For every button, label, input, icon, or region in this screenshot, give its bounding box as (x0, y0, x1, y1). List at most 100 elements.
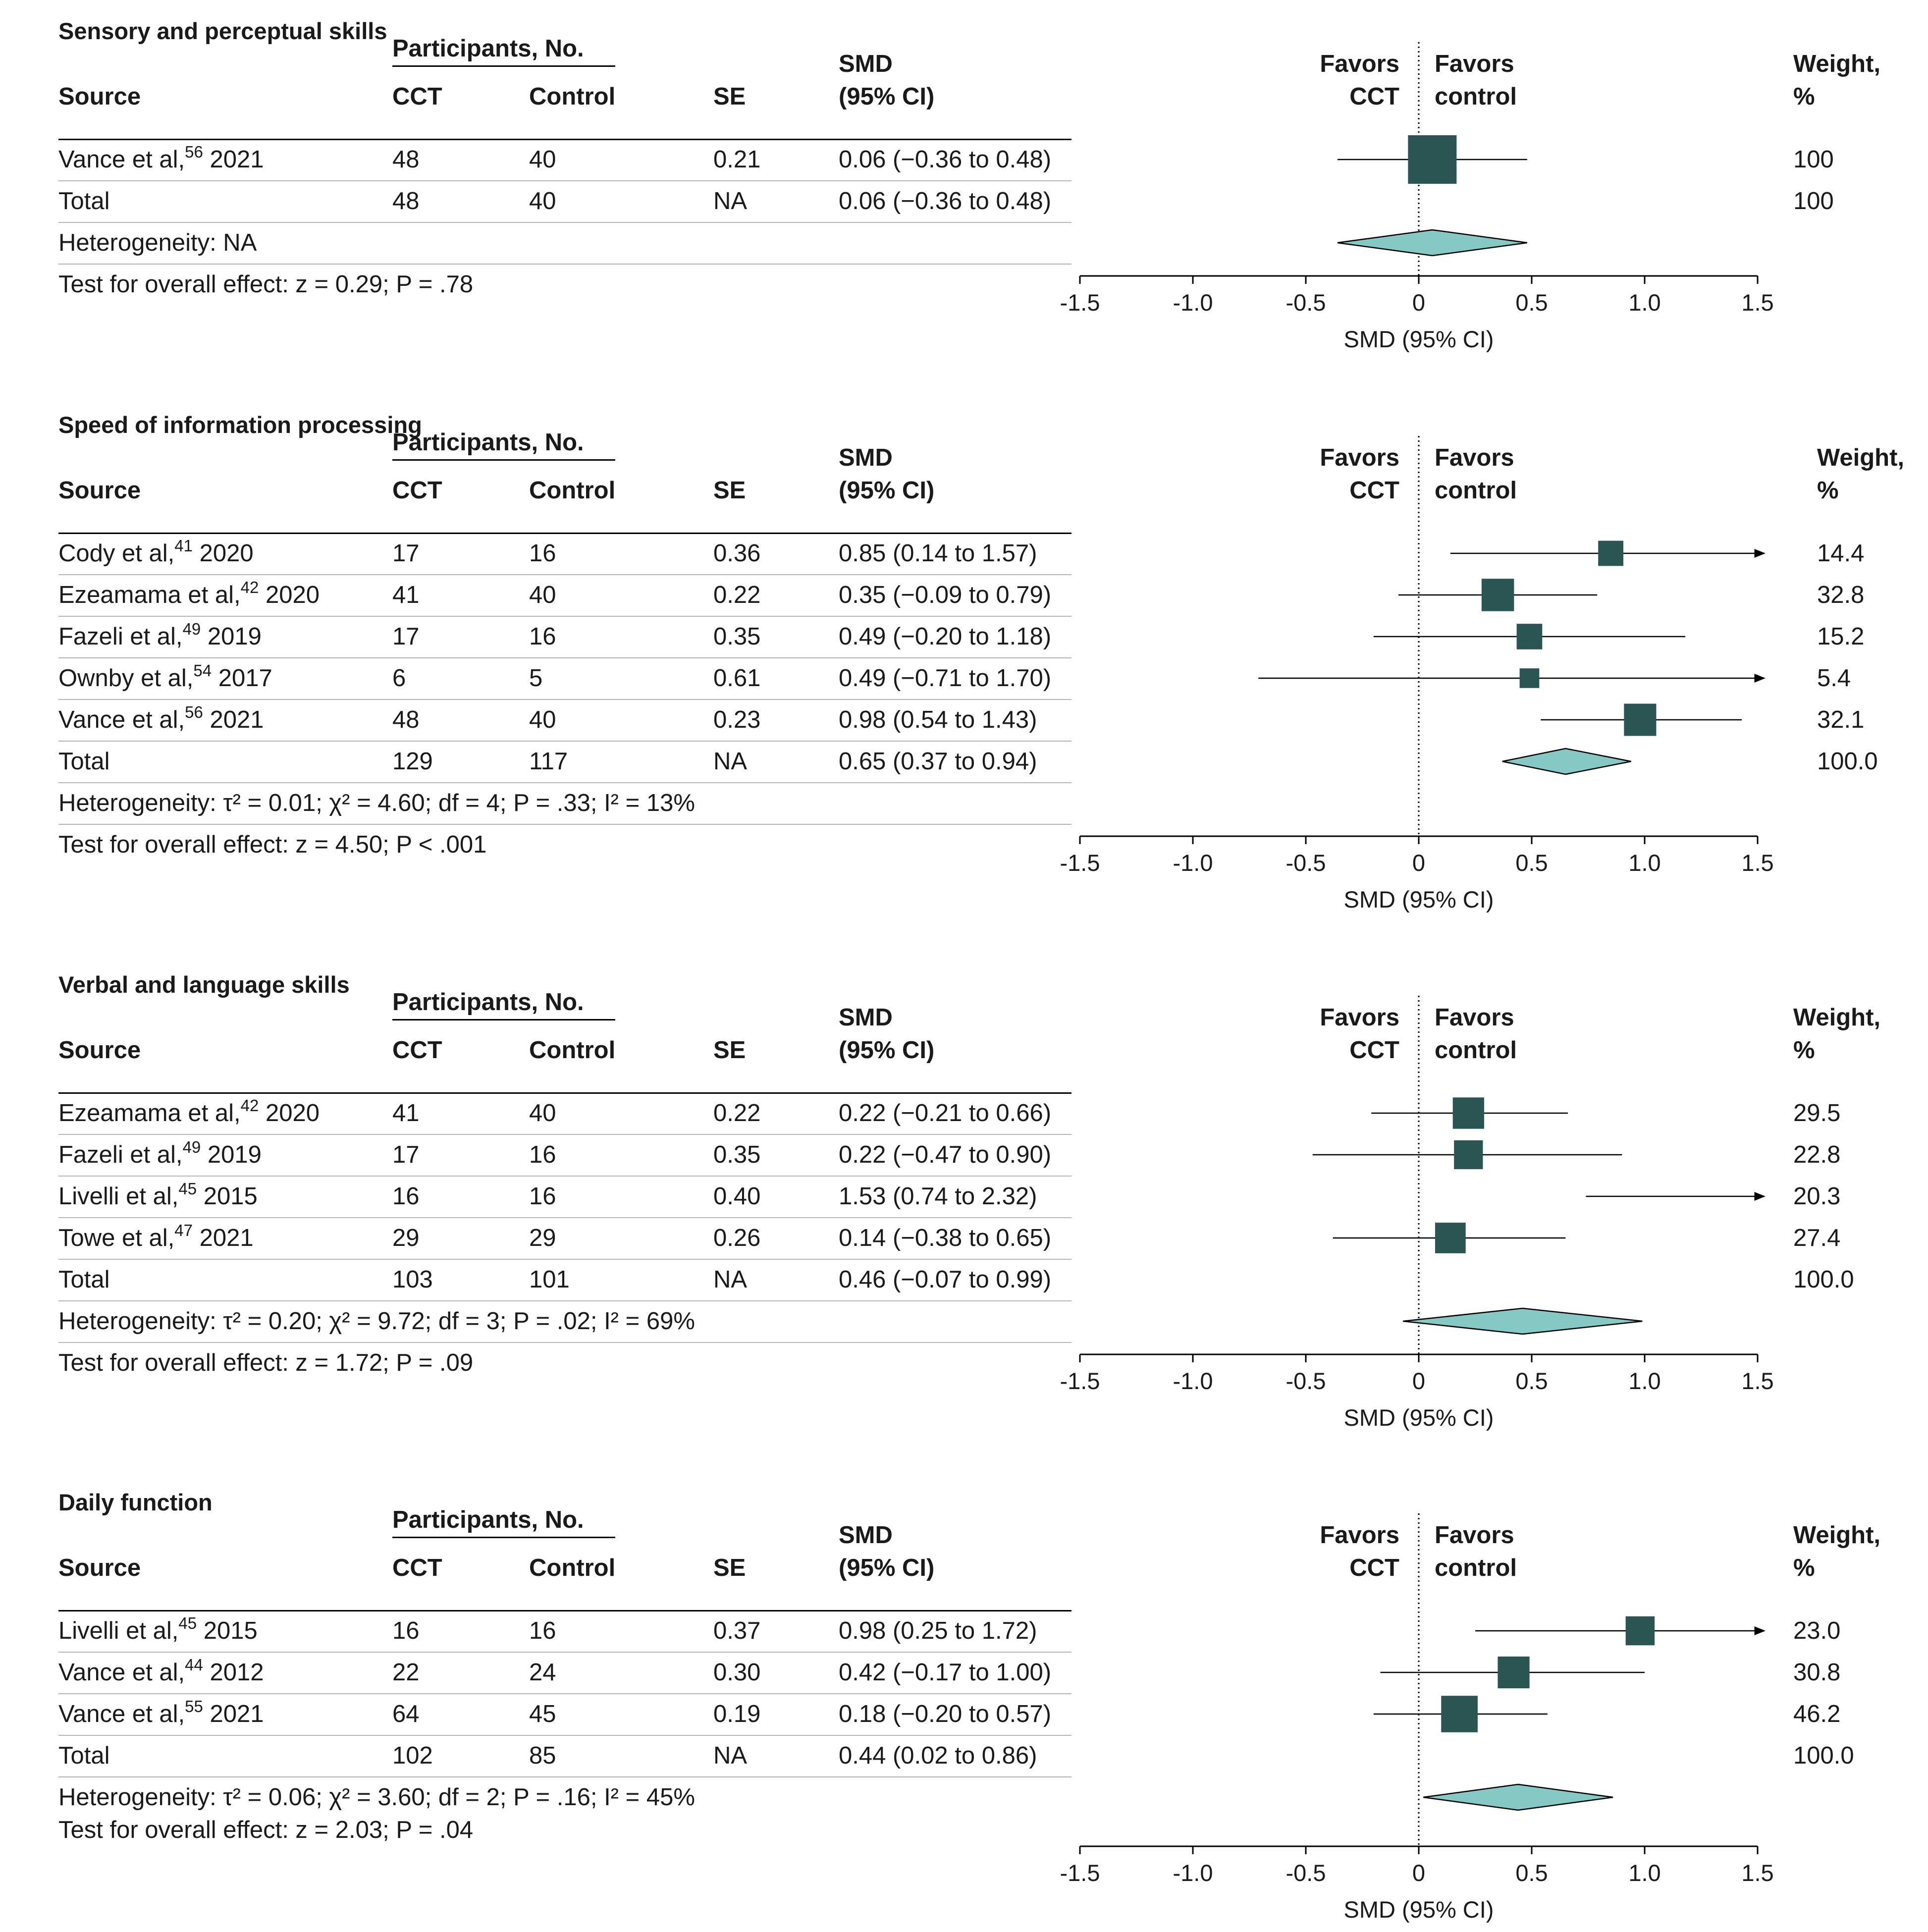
study-row-smd-ci: 0.98 (0.54 to 1.43) (839, 706, 1037, 733)
header-weight: Weight, (1817, 444, 1905, 471)
study-author: Fazeli et al, (58, 1141, 183, 1168)
study-ref: 45 (178, 1613, 197, 1632)
study-row-cct: 17 (392, 1141, 420, 1168)
header-cct: CCT (392, 83, 442, 110)
study-source: Towe et al,47 2021 (58, 1217, 254, 1259)
study-row-smd-ci: 0.35 (−0.09 to 0.79) (839, 582, 1052, 608)
total-label: Total (58, 1266, 110, 1293)
study-row-cct: 64 (392, 1701, 420, 1727)
study-source: Vance et al,44 2012 (58, 1652, 264, 1693)
header-favors-cct: Favors (1320, 51, 1399, 77)
study-row-control: 24 (529, 1659, 556, 1686)
effect-square (1624, 703, 1657, 736)
study-row-control: 45 (529, 1701, 556, 1727)
study-ref: 45 (178, 1179, 197, 1198)
header-favors-cct: Favors (1320, 1522, 1399, 1549)
study-source: Ezeamama et al,42 2020 (58, 1092, 320, 1134)
study-row-se: 0.23 (713, 706, 761, 733)
overall-effect-text: Test for overall effect: z = 0.29; P = .… (58, 271, 474, 298)
header-weight-pct: % (1793, 1037, 1815, 1064)
study-row-cct: 41 (392, 1100, 420, 1127)
study-ref: 47 (174, 1221, 193, 1239)
header-control: Control (529, 477, 616, 504)
effect-square (1481, 579, 1514, 611)
study-row-smd-ci: 0.85 (0.14 to 1.57) (839, 540, 1037, 567)
header-smd-ci: (95% CI) (839, 1037, 935, 1064)
header-participants: Participants, No. (392, 35, 584, 62)
header-favors-control-2: control (1435, 83, 1517, 110)
row-separator (58, 1342, 1071, 1343)
header-participants: Participants, No. (392, 429, 584, 456)
header-smd: SMD (839, 444, 893, 471)
header-source: Source (58, 1037, 141, 1064)
total-row-cct: 129 (392, 748, 433, 775)
study-ref: 56 (185, 142, 203, 161)
row-separator (58, 657, 1071, 658)
header-favors-control-2: control (1435, 1555, 1517, 1581)
pooled-diamond (1337, 229, 1528, 257)
header-rule (58, 533, 1071, 534)
study-row-smd-ci: 0.42 (−0.17 to 1.00) (839, 1659, 1052, 1686)
study-year: 2020 (266, 582, 320, 608)
study-source: Vance et al,56 2021 (58, 139, 264, 180)
study-row-cct: 16 (392, 1183, 420, 1210)
x-tick-label: 0.5 (1515, 1860, 1548, 1886)
study-year: 2012 (210, 1659, 264, 1686)
study-row-cct: 22 (392, 1659, 420, 1686)
study-row-se: 0.61 (713, 665, 761, 692)
x-tick-label: -1.5 (1060, 1860, 1100, 1886)
study-row-cct: 48 (392, 146, 420, 173)
study-row-control: 16 (529, 1617, 556, 1644)
study-author: Vance et al, (58, 706, 185, 733)
overall-effect-text: Test for overall effect: z = 1.72; P = .… (58, 1349, 474, 1376)
study-row-control: 40 (529, 706, 556, 733)
study-author: Fazeli et al, (58, 623, 183, 650)
header-favors-control: Favors (1435, 1004, 1514, 1031)
study-row-control: 16 (529, 540, 556, 567)
study-year: 2021 (210, 706, 264, 733)
effect-square (1454, 1140, 1483, 1170)
study-year: 2021 (210, 1701, 264, 1727)
header-smd-ci: (95% CI) (839, 83, 935, 110)
row-separator (58, 741, 1071, 742)
study-row-se: 0.30 (713, 1659, 761, 1686)
study-row-weight: 29.5 (1793, 1100, 1841, 1127)
x-tick-label: 0 (1412, 1368, 1425, 1394)
study-row-weight: 46.2 (1793, 1701, 1841, 1727)
header-cct: CCT (392, 477, 442, 504)
x-axis-label: SMD (95% CI) (1344, 326, 1494, 352)
study-row-weight: 100 (1793, 146, 1834, 173)
study-row-weight: 30.8 (1793, 1659, 1841, 1686)
study-ref: 56 (185, 702, 203, 721)
study-source: Fazeli et al,49 2019 (58, 1134, 262, 1176)
study-ref: 44 (185, 1655, 203, 1674)
study-row-se: 0.21 (713, 146, 761, 173)
participants-underline (392, 459, 615, 461)
study-row-control: 40 (529, 146, 556, 173)
study-row-control: 40 (529, 582, 556, 608)
total-row-control: 85 (529, 1742, 556, 1769)
study-author: Livelli et al, (58, 1617, 179, 1644)
header-control: Control (529, 83, 616, 110)
study-author: Ezeamama et al, (58, 1100, 241, 1127)
x-tick-label: -0.5 (1286, 1368, 1326, 1394)
study-row-weight: 20.3 (1793, 1183, 1841, 1210)
x-tick-label: -1.0 (1173, 289, 1213, 316)
total-row-weight: 100.0 (1793, 1266, 1854, 1293)
header-weight-pct: % (1793, 1555, 1815, 1581)
study-row-smd-ci: 0.49 (−0.20 to 1.18) (839, 623, 1052, 650)
study-row-smd-ci: 0.22 (−0.47 to 0.90) (839, 1141, 1052, 1168)
header-se: SE (713, 1555, 746, 1581)
pooled-diamond (1423, 1783, 1613, 1811)
study-row-se: 0.36 (713, 540, 761, 567)
study-author: Towe et al, (58, 1225, 175, 1251)
x-axis-label: SMD (95% CI) (1344, 1896, 1494, 1923)
overall-effect-text: Test for overall effect: z = 2.03; P = .… (58, 1817, 474, 1843)
header-rule (58, 1092, 1071, 1094)
pooled-diamond (1502, 748, 1631, 775)
panel-title: Speed of information processing (58, 412, 422, 438)
study-row-weight: 22.8 (1793, 1141, 1841, 1168)
total-row-se: NA (713, 1266, 748, 1293)
header-smd-ci: (95% CI) (839, 1555, 935, 1581)
study-source: Ownby et al,54 2017 (58, 657, 272, 699)
